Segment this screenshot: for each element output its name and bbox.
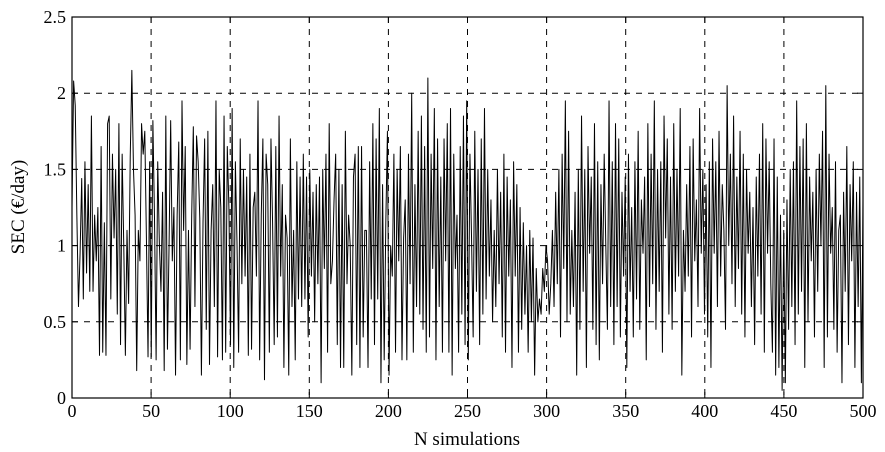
y-tick-label: 0.5 <box>44 312 67 332</box>
x-tick-label: 250 <box>454 401 481 421</box>
x-tick-label: 500 <box>850 401 877 421</box>
x-tick-label: 150 <box>296 401 323 421</box>
x-tick-label: 300 <box>533 401 560 421</box>
y-axis-label: SEC (€/day) <box>8 160 29 254</box>
y-tick-label: 2 <box>57 83 66 103</box>
x-tick-label: 450 <box>770 401 797 421</box>
y-tick-label: 1.5 <box>44 159 67 179</box>
x-tick-label: 100 <box>217 401 244 421</box>
x-tick-label: 350 <box>612 401 639 421</box>
series-group <box>71 69 864 391</box>
x-tick-label: 400 <box>691 401 718 421</box>
x-tick-label: 0 <box>68 401 77 421</box>
y-tick-labels: 0 0.5 1 1.5 2 2.5 <box>44 7 67 408</box>
x-tick-labels: 0 50 100 150 200 250 300 350 400 450 500 <box>68 401 877 421</box>
x-axis-label: N simulations <box>414 429 520 450</box>
x-tick-label: 50 <box>142 401 160 421</box>
x-tick-label: 200 <box>375 401 402 421</box>
series-line <box>71 69 864 391</box>
y-tick-label: 0 <box>57 388 66 408</box>
y-tick-label: 1 <box>57 236 66 256</box>
plot-frame <box>71 16 864 399</box>
y-tick-label: 2.5 <box>44 7 67 27</box>
